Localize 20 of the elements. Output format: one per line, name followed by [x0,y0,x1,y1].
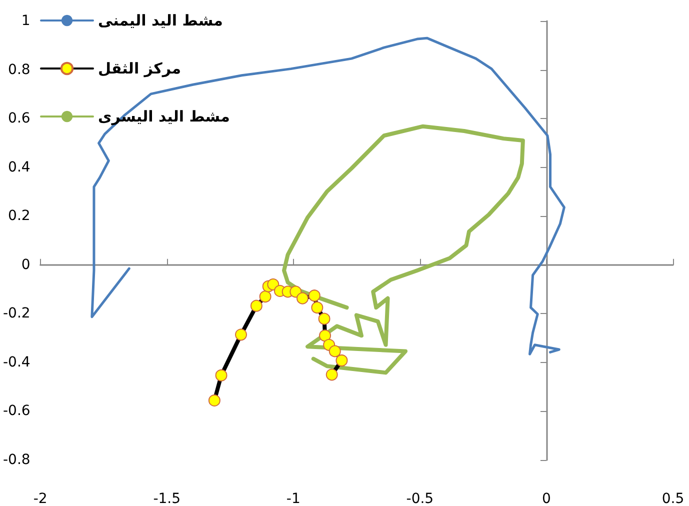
y-tick-label: -0.8 [2,452,30,468]
y-tick-label: -0.6 [2,403,30,420]
y-tick-label: 0.2 [8,208,30,224]
x-tick-label: -1.5 [153,491,181,506]
y-tick-label: -0.4 [2,354,30,370]
x-tick-label: -0.5 [406,491,434,506]
legend-label: مشط اليد اليمنى [98,12,223,30]
x-tick-label: 0 [542,491,551,506]
x-tick-label: -1 [286,491,300,506]
y-tick-label: 0.8 [8,62,30,78]
legend-label: مركز الثقل [98,60,181,78]
x-tick-label: -2 [33,491,48,506]
line-series [282,124,525,375]
x-tick-label: 0.5 [662,491,684,506]
y-tick-label: 0.4 [8,159,30,176]
line-series [90,36,566,356]
y-tick-label: 0 [21,256,30,273]
y-tick-label: -0.2 [2,306,30,322]
y-tick-label: 1 [21,13,30,29]
y-tick-label: 0.6 [8,110,30,127]
